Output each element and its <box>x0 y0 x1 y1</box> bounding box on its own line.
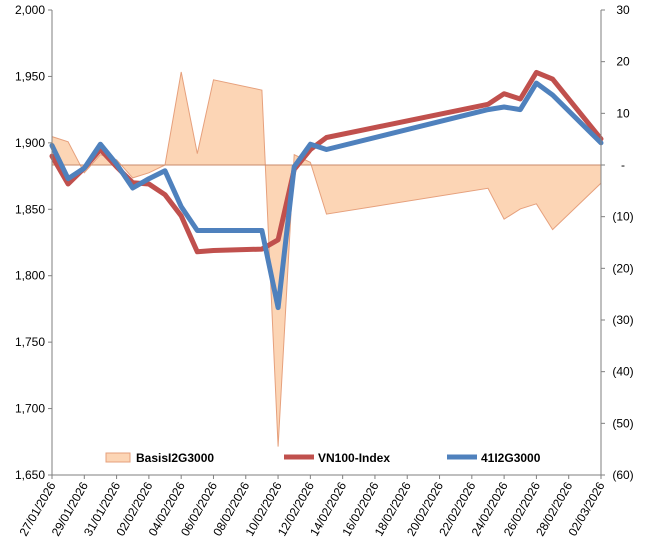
y-tick-label-right: 30 <box>616 3 630 17</box>
y-tick-label-left: 1,850 <box>15 202 45 216</box>
y-tick-label-right: 10 <box>616 106 630 120</box>
y-tick-label-left: 2,000 <box>15 3 45 17</box>
y-tick-label-left: 1,750 <box>15 335 45 349</box>
y-tick-label-right: - <box>621 158 625 172</box>
y-tick-label-left: 1,650 <box>15 468 45 482</box>
y-tick-label-right: (30) <box>612 313 633 327</box>
y-tick-label-right: (20) <box>612 261 633 275</box>
y-tick-label-left: 1,700 <box>15 402 45 416</box>
legend-swatch-basis <box>105 452 131 463</box>
y-tick-label-right: (10) <box>612 210 633 224</box>
legend-label-basis: BasisI2G3000 <box>136 451 214 465</box>
series-area-basis <box>51 71 602 447</box>
area-layer <box>51 71 602 447</box>
y-tick-label-left: 1,900 <box>15 136 45 150</box>
line-layer <box>49 69 604 311</box>
y-tick-label-right: (60) <box>612 468 633 482</box>
series-line-1 <box>49 69 604 255</box>
series-line-2 <box>49 80 604 311</box>
legend-label-vn100: VN100-Index <box>318 451 390 465</box>
y-tick-label-right: (40) <box>612 365 633 379</box>
y-tick-label-left: 1,950 <box>15 69 45 83</box>
legend-label-41i2g3000: 41I2G3000 <box>481 451 541 465</box>
y-tick-label-right: (50) <box>612 416 633 430</box>
legend: BasisI2G3000 VN100-Index 41I2G3000 <box>105 451 541 465</box>
y-tick-label-right: 20 <box>616 55 630 69</box>
y-tick-label-left: 1,800 <box>15 269 45 283</box>
